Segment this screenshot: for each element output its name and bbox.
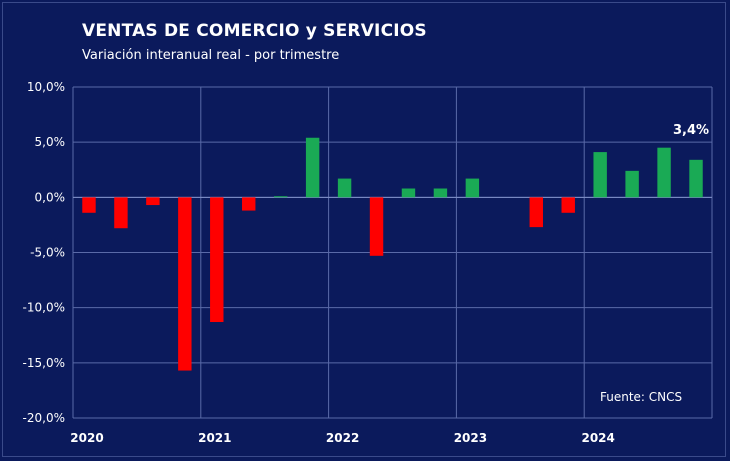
bar-2020-Q3 xyxy=(146,197,160,206)
bar-2024-Q1 xyxy=(593,152,607,198)
bar-2023-Q1 xyxy=(465,178,480,198)
bar-2023-Q3 xyxy=(529,197,543,228)
chart-source: Fuente: CNCS xyxy=(600,390,683,404)
chart-title: VENTAS DE COMERCIO y SERVICIOS xyxy=(82,21,427,41)
x-tick-label: 2021 xyxy=(198,431,231,445)
x-tick-label: 2024 xyxy=(581,431,614,445)
y-tick-label: 5,0% xyxy=(35,135,66,149)
data-label-last: 3,4% xyxy=(673,123,709,138)
x-tick-label: 2022 xyxy=(326,431,359,445)
y-tick-label: -5,0% xyxy=(30,246,65,260)
y-tick-label: -20,0% xyxy=(23,411,65,425)
bar-2024-Q3 xyxy=(657,147,671,198)
bar-2020-Q1 xyxy=(82,197,96,213)
chart-subtitle: Variación interanual real - por trimestr… xyxy=(82,48,340,63)
bar-2022-Q2 xyxy=(369,197,384,256)
bar-2022-Q3 xyxy=(401,188,416,198)
y-tick-label: -15,0% xyxy=(23,356,65,370)
bar-2020-Q4 xyxy=(178,197,192,371)
bar-2022-Q1 xyxy=(337,178,352,198)
bar-2021-Q2 xyxy=(242,197,256,211)
chart-frame xyxy=(2,2,726,457)
bar-2023-Q4 xyxy=(561,197,575,213)
bar-2021-Q1 xyxy=(210,197,224,323)
bar-2021-Q4 xyxy=(305,137,320,198)
bar-2024-Q4 xyxy=(689,159,703,198)
bar-2024-Q2 xyxy=(625,170,639,198)
bar-2020-Q2 xyxy=(114,197,128,229)
x-tick-label: 2023 xyxy=(454,431,487,445)
bar-2022-Q4 xyxy=(433,188,448,198)
bar-2021-Q3 xyxy=(273,196,288,198)
y-tick-label: -10,0% xyxy=(23,301,65,315)
y-tick-label: 10,0% xyxy=(27,80,65,94)
x-tick-label: 2020 xyxy=(70,431,103,445)
y-tick-label: 0,0% xyxy=(35,190,66,204)
